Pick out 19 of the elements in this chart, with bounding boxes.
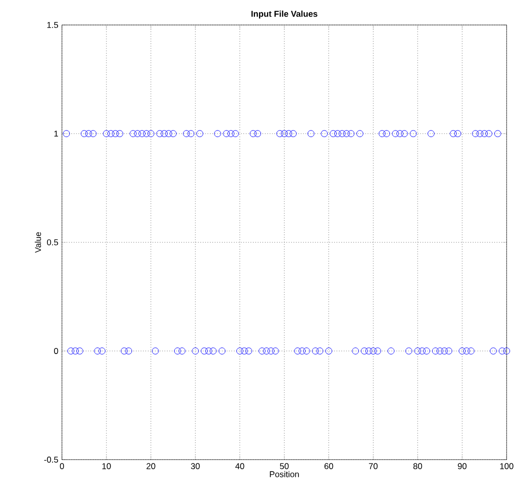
chart-title: Input File Values (251, 10, 318, 19)
y-tick-label: 1.5 (47, 22, 58, 28)
x-tick-label: 70 (368, 463, 378, 470)
y-tick-label: 0 (54, 348, 58, 354)
x-tick-label: 10 (102, 463, 111, 470)
x-tick-label: 60 (324, 463, 334, 470)
y-tick-label: 0.5 (47, 240, 58, 246)
x-tick-label: 30 (190, 463, 200, 470)
y-tick-label: 1 (54, 130, 58, 137)
y-tick-label: -0.5 (44, 456, 58, 463)
x-tick-label: 50 (280, 463, 289, 470)
x-tick-label: 90 (458, 463, 467, 470)
x-tick-label: 0 (60, 463, 64, 470)
x-tick-label: 80 (413, 463, 422, 470)
x-tick-label: 40 (235, 463, 244, 470)
x-axis-title: Position (270, 471, 299, 478)
x-tick-label: 100 (500, 463, 514, 470)
y-axis-title: Value (34, 232, 42, 253)
x-tick-label: 20 (146, 463, 156, 470)
